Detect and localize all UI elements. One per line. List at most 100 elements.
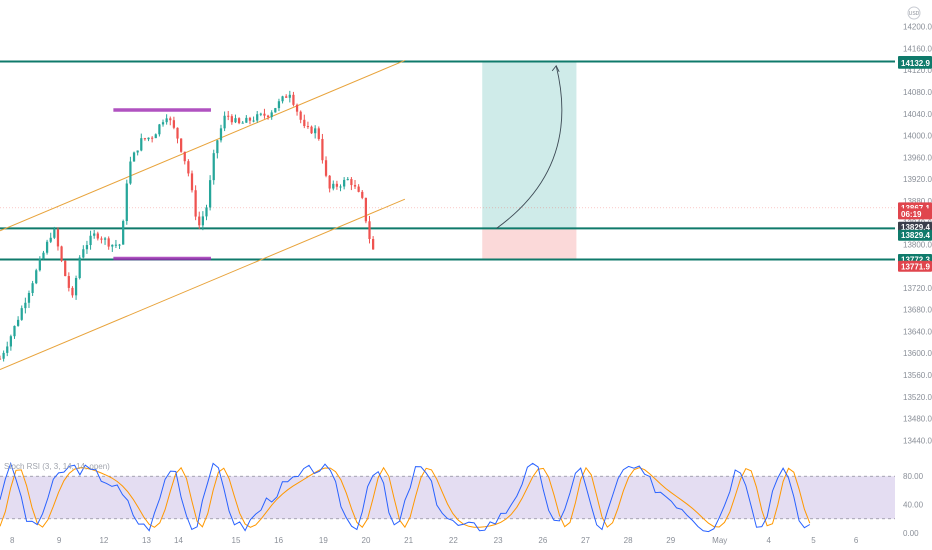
candle-body (303, 119, 306, 127)
candle-body (266, 115, 270, 118)
candle-body (364, 197, 368, 222)
price-tick-label: 13960.0 (903, 153, 932, 162)
candle-body (353, 185, 357, 187)
price-tags: 14136.114132.913867.106:1913829.413829.4… (898, 55, 932, 272)
candle-body (64, 260, 67, 277)
candle-body (89, 235, 92, 246)
candle-body (321, 138, 324, 161)
candle-body (118, 244, 121, 246)
candle-body (357, 186, 360, 192)
candle-body (122, 221, 125, 245)
time-tick-label: 27 (581, 536, 590, 545)
position-tool[interactable] (482, 61, 577, 260)
candle-body (234, 118, 237, 123)
candle-body (295, 104, 299, 112)
price-tag-label: 06:19 (901, 210, 922, 219)
candle-body (129, 161, 132, 184)
candle-body (299, 111, 302, 120)
oscillator-pane: Stoch RSI (3, 3, 14, 14, open) 80.00 40.00… (0, 461, 924, 538)
candle-body (343, 179, 346, 187)
price-tick-label: 14040.0 (903, 110, 932, 119)
projection-curve[interactable] (496, 65, 563, 229)
time-tick-label: 5 (811, 536, 816, 545)
arrowhead-icon (551, 65, 560, 73)
candle-body (107, 238, 110, 247)
candle-body (42, 252, 45, 259)
candle-body (169, 118, 172, 121)
candle-body (82, 249, 85, 258)
candle-body (180, 138, 183, 152)
price-tick-label: 13480.0 (903, 415, 932, 424)
candle-body (219, 128, 223, 141)
candle-body (74, 278, 78, 296)
candle-body (49, 237, 52, 242)
candle-body (9, 336, 12, 347)
purple-levels[interactable] (113, 108, 211, 261)
candle-body (0, 358, 2, 360)
projection-arrow[interactable] (496, 65, 563, 229)
stop-zone[interactable] (482, 228, 577, 260)
candle-body (176, 127, 179, 139)
candle-body (314, 128, 317, 134)
candles (0, 90, 375, 362)
candle-body (241, 122, 244, 124)
candle-body (6, 346, 9, 353)
oscillator-tick-label: 40.00 (903, 501, 924, 510)
candle-body (31, 283, 34, 293)
candle-body (281, 96, 284, 102)
candle-body (111, 244, 114, 247)
candle-body (71, 287, 74, 296)
candle-body (198, 216, 201, 226)
time-tick-label: May (712, 536, 727, 545)
channel-upper-line[interactable] (0, 59, 406, 232)
candle-body (172, 120, 176, 128)
price-tag-label: 13772.3 (901, 255, 930, 264)
oscillator-band (0, 476, 895, 519)
candle-body (158, 124, 161, 135)
price-tick-label: 13800.0 (903, 240, 932, 249)
candle-body (368, 221, 371, 240)
candle-body (147, 137, 150, 140)
price-tag-label: 13771.9 (901, 262, 930, 271)
candle-body (78, 257, 81, 279)
candle-body (194, 190, 197, 217)
candle-body (125, 183, 128, 222)
candle-body (165, 118, 168, 123)
candle-body (328, 175, 331, 189)
candle-body (103, 238, 107, 240)
candle-body (114, 244, 118, 246)
price-tick-label: 13920.0 (903, 175, 932, 184)
candle-body (38, 258, 41, 271)
candle-body (85, 245, 89, 250)
candle-body (187, 161, 190, 174)
candle-body (361, 191, 364, 198)
price-tag-label: 14132.9 (901, 59, 930, 68)
price-tag (898, 208, 932, 220)
time-tick-label: 22 (449, 536, 458, 545)
target-zone[interactable] (482, 61, 577, 229)
candle-body (248, 117, 252, 121)
candle-body (237, 118, 241, 124)
price-tick-label: 13880.0 (903, 197, 932, 206)
candle-body (350, 179, 353, 186)
currency-badge[interactable]: USD (907, 6, 921, 20)
oscillator-tick-label: 0.00 (903, 529, 919, 538)
candle-body (143, 138, 147, 140)
price-tick-label: 13600.0 (903, 349, 932, 358)
time-axis[interactable]: 8 9 12 13 14 15 16 19 20 21 22 23 26 27 28 29 May 4 5 6 (10, 536, 859, 545)
price-tag (898, 57, 932, 69)
candle-body (24, 302, 27, 309)
candle-body (190, 173, 194, 191)
candle-body (205, 207, 208, 217)
candle-body (274, 108, 277, 113)
candle-body (263, 113, 266, 116)
price-axis[interactable]: 14200.0 14160.0 14120.0 14080.0 14040.0 14000… (903, 23, 932, 446)
price-channel[interactable] (0, 59, 406, 371)
oscillator-title: Stoch RSI (3, 3, 14, 14, open) (4, 462, 110, 471)
channel-lower-line[interactable] (0, 198, 406, 371)
time-tick-label: 9 (57, 536, 62, 545)
time-tick-label: 16 (274, 536, 283, 545)
oscillator-k-line (0, 461, 811, 533)
